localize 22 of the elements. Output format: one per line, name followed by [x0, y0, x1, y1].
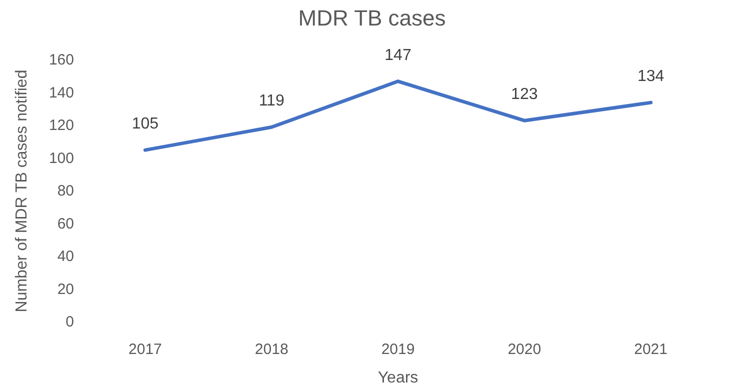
x-tick-label: 2018 [254, 341, 288, 358]
y-tick-label: 140 [48, 84, 74, 102]
x-tick-label: 2020 [508, 341, 542, 358]
y-tick-label: 80 [57, 182, 74, 200]
data-label: 147 [384, 46, 412, 64]
x-tick-label: 2021 [634, 341, 668, 358]
data-label: 119 [258, 92, 284, 110]
y-tick-label: 0 [66, 314, 74, 330]
x-axis-title: Years [378, 370, 418, 386]
y-tick-label: 60 [57, 215, 74, 232]
y-tick-label: 100 [48, 150, 74, 167]
y-tick-label: 20 [57, 280, 74, 298]
data-label: 105 [132, 116, 159, 133]
data-label: 134 [637, 68, 664, 86]
chart-title: MDR TB cases [298, 6, 446, 30]
y-tick-label: 160 [48, 52, 74, 68]
y-tick-label: 120 [48, 117, 74, 134]
y-axis-title: Number of MDR TB cases notified [14, 70, 30, 312]
x-tick-label: 2019 [381, 341, 415, 358]
x-tick-label: 2017 [128, 341, 162, 358]
y-tick-label: 40 [57, 248, 74, 265]
data-label: 123 [511, 86, 538, 104]
